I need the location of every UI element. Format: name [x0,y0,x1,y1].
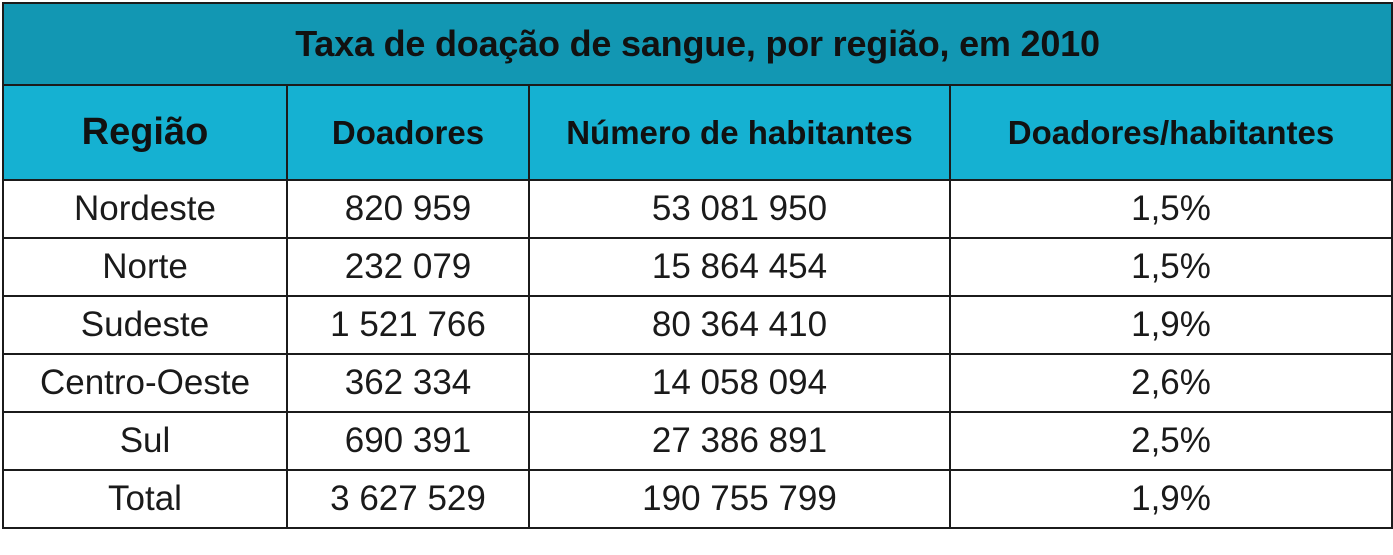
table-cell: Norte [2,237,288,297]
column-header-habitantes: Número de habitantes [528,84,951,181]
table-cell: Sul [2,411,288,471]
table-cell: 820 959 [286,179,530,239]
table-cell: 1,9% [948,295,1393,355]
table-title-row: Taxa de doação de sangue, por região, em… [1,2,1393,86]
table-row: Norte 232 079 15 864 454 1,5% [2,237,1393,297]
blood-donation-table: Taxa de doação de sangue, por região, em… [1,2,1393,529]
table-cell: Total [2,469,288,529]
table-cell: 53 081 950 [528,179,951,239]
table-cell: 1,9% [948,469,1393,529]
table-cell: 1,5% [948,237,1393,297]
table-cell: 1 521 766 [286,295,530,355]
table-cell: 232 079 [286,237,530,297]
table-row: Sudeste 1 521 766 80 364 410 1,9% [2,295,1393,355]
table-header-row: Região Doadores Número de habitantes Doa… [2,84,1393,181]
table-cell: 190 755 799 [528,469,951,529]
column-header-doadores: Doadores [286,84,530,181]
table-row: Centro-Oeste 362 334 14 058 094 2,6% [2,353,1393,413]
table-cell: Centro-Oeste [2,353,288,413]
table-row-total: Total 3 627 529 190 755 799 1,9% [2,469,1393,529]
table-title: Taxa de doação de sangue, por região, em… [1,2,1393,86]
table-cell: 27 386 891 [528,411,951,471]
table-cell: 80 364 410 [528,295,951,355]
table-cell: 2,5% [948,411,1393,471]
table-cell: 690 391 [286,411,530,471]
table-cell: 3 627 529 [286,469,530,529]
table-cell: 1,5% [948,179,1393,239]
column-header-taxa: Doadores/habitantes [948,84,1393,181]
table-cell: Sudeste [2,295,288,355]
table-cell: 15 864 454 [528,237,951,297]
column-header-regiao: Região [2,84,288,181]
table-cell: 2,6% [948,353,1393,413]
data-table-container: Taxa de doação de sangue, por região, em… [1,2,1393,542]
table-cell: 14 058 094 [528,353,951,413]
table-row: Nordeste 820 959 53 081 950 1,5% [2,179,1393,239]
table-row: Sul 690 391 27 386 891 2,5% [2,411,1393,471]
table-cell: 362 334 [286,353,530,413]
table-cell: Nordeste [2,179,288,239]
